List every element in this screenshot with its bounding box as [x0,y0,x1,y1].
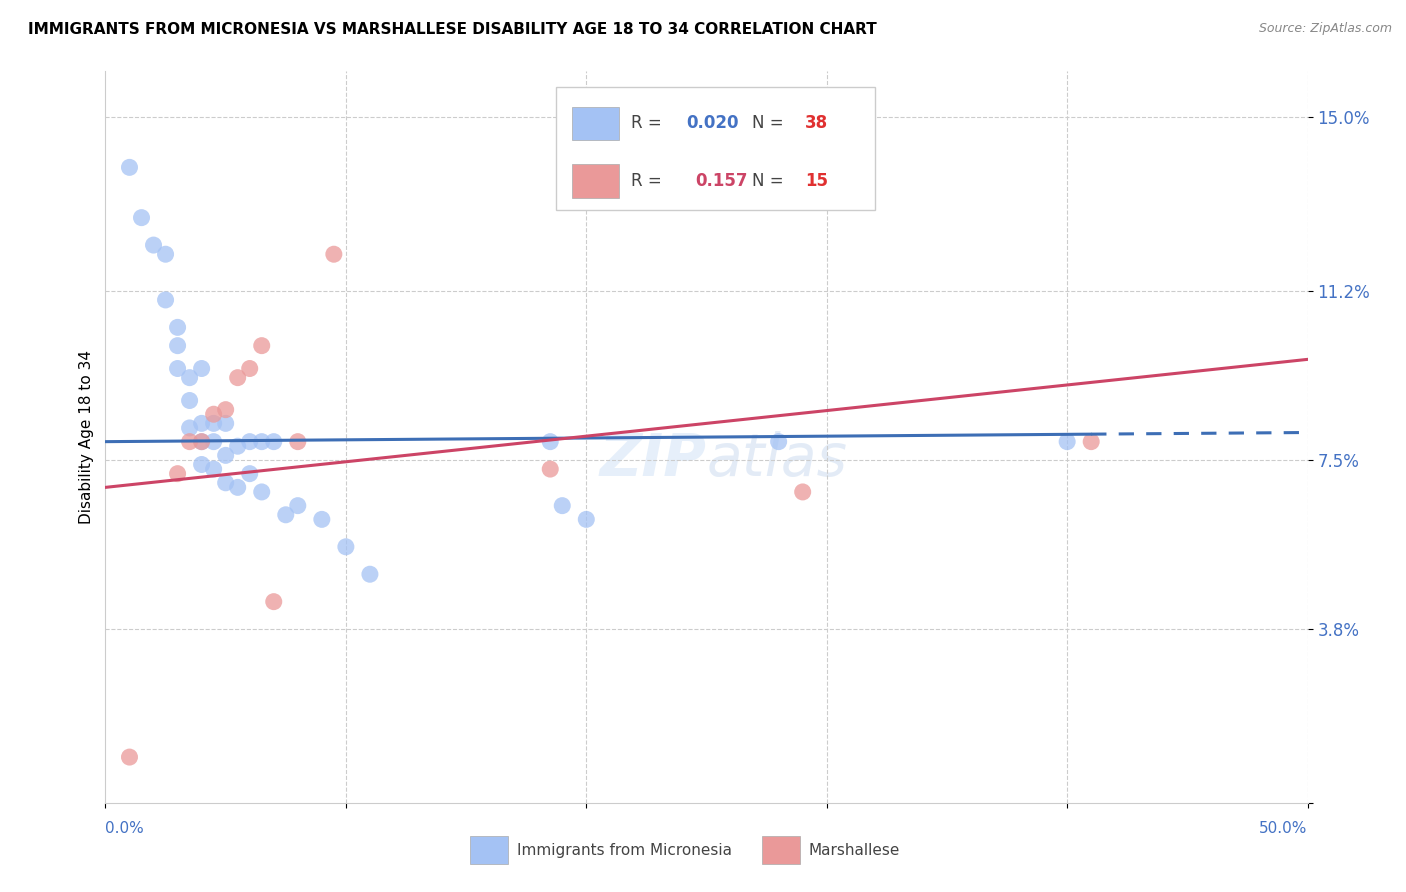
Point [202,434,225,449]
Point [768,434,790,449]
Point [214,475,236,490]
Point [190,458,212,472]
Point [226,439,249,453]
Text: ZIP: ZIP [599,431,707,488]
Point [166,467,188,481]
Point [155,247,177,261]
Point [538,462,561,476]
Text: N =: N = [752,114,789,133]
Point [287,434,309,449]
Point [202,417,225,431]
Point [142,238,165,252]
Point [263,434,285,449]
Point [179,434,201,449]
Point [214,449,236,463]
Point [166,361,188,376]
Text: R =: R = [631,172,672,190]
Point [214,417,236,431]
Text: 0.0%: 0.0% [105,821,145,836]
Point [263,594,285,608]
Text: atlas: atlas [707,431,848,488]
Point [250,434,273,449]
Point [190,417,212,431]
Point [239,467,262,481]
Point [190,434,212,449]
Point [551,499,574,513]
Text: 0.020: 0.020 [686,114,738,133]
Point [214,402,236,417]
Text: 50.0%: 50.0% [1260,821,1308,836]
Text: R =: R = [631,114,666,133]
Text: Immigrants from Micronesia: Immigrants from Micronesia [516,843,731,858]
Point [538,434,561,449]
Point [202,407,225,421]
FancyBboxPatch shape [470,836,508,864]
FancyBboxPatch shape [572,164,619,198]
Point [1080,434,1102,449]
Point [322,247,344,261]
Text: 38: 38 [806,114,828,133]
Point [250,338,273,352]
Point [359,567,381,582]
Point [179,421,201,435]
Text: N =: N = [752,172,789,190]
Point [131,211,153,225]
Point [226,480,249,494]
Text: Marshallese: Marshallese [808,843,900,858]
FancyBboxPatch shape [557,87,875,211]
Point [1056,434,1078,449]
Point [575,512,598,526]
Point [190,361,212,376]
Point [179,370,201,384]
Text: Source: ZipAtlas.com: Source: ZipAtlas.com [1258,22,1392,36]
Point [792,485,814,500]
Point [287,499,309,513]
Point [335,540,357,554]
Point [166,320,188,334]
Point [311,512,333,526]
Point [118,161,141,175]
Text: 0.157: 0.157 [696,172,748,190]
Point [166,338,188,352]
Point [239,434,262,449]
Point [239,361,262,376]
Point [155,293,177,307]
Point [250,485,273,500]
Point [226,370,249,384]
FancyBboxPatch shape [762,836,800,864]
FancyBboxPatch shape [572,107,619,140]
Point [179,393,201,408]
Y-axis label: Disability Age 18 to 34: Disability Age 18 to 34 [79,350,94,524]
Point [274,508,297,522]
Text: 15: 15 [806,172,828,190]
Point [202,462,225,476]
Text: IMMIGRANTS FROM MICRONESIA VS MARSHALLESE DISABILITY AGE 18 TO 34 CORRELATION CH: IMMIGRANTS FROM MICRONESIA VS MARSHALLES… [28,22,877,37]
Point [118,750,141,764]
Point [190,434,212,449]
